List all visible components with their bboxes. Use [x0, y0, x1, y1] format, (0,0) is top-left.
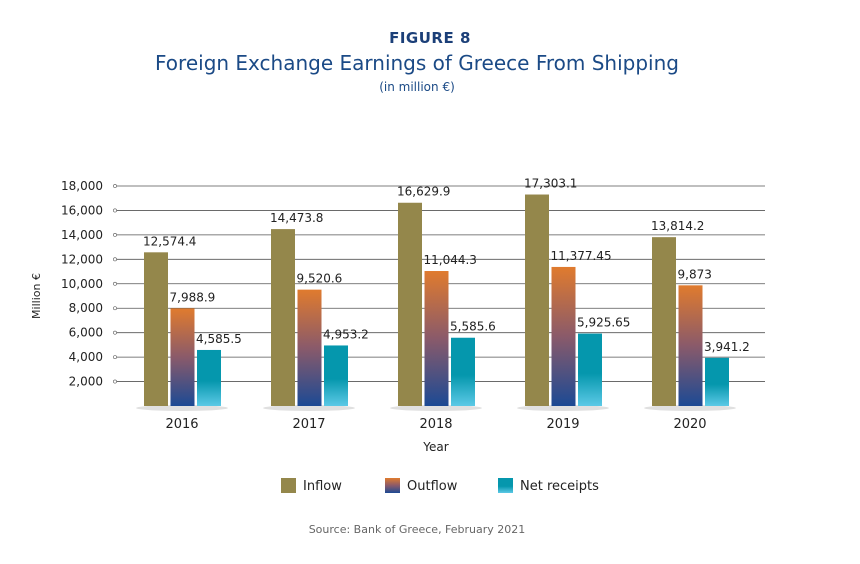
bar-inflow-2020	[652, 237, 676, 406]
bar-outflow-2019	[551, 266, 576, 406]
y-tick-label: 18,000	[61, 179, 103, 193]
bar-outflow-2016	[170, 308, 195, 406]
tick-marker	[113, 306, 117, 311]
data-label-inflow-2016: 12,574.4	[143, 234, 196, 248]
bar-shadow	[263, 405, 355, 411]
data-label-inflow-2018: 16,629.9	[397, 185, 450, 199]
bar-net-receipts-2016	[197, 349, 221, 406]
data-label-net-receipts-2016: 4,585.5	[196, 332, 242, 346]
bar-outflow-2018	[424, 271, 449, 406]
data-label-net-receipts-2019: 5,925.65	[577, 316, 630, 330]
data-label-outflow-2016: 7,988.9	[170, 290, 216, 304]
bar-shadow	[136, 405, 228, 411]
bar-net-receipts-2019	[578, 333, 602, 406]
data-label-outflow-2018: 11,044.3	[424, 253, 477, 267]
x-tick-label: 2020	[673, 417, 706, 432]
bar-inflow-2018	[398, 202, 422, 406]
data-label-outflow-2019: 11,377.45	[551, 249, 612, 263]
legend-label-net-receipts: Net receipts	[520, 479, 599, 494]
y-tick-label: 14,000	[61, 228, 103, 242]
tick-marker	[113, 355, 117, 360]
bar-inflow-2019	[525, 194, 549, 406]
data-label-net-receipts-2018: 5,585.6	[450, 320, 496, 334]
x-tick-label: 2019	[546, 417, 579, 432]
x-tick-label: 2018	[419, 417, 452, 432]
bar-inflow-2017	[271, 229, 295, 406]
tick-marker	[113, 281, 117, 286]
legend-swatch-net-receipts	[498, 478, 513, 493]
y-axis-label: Million €	[30, 273, 43, 319]
chart-title: Foreign Exchange Earnings of Greece From…	[155, 51, 679, 75]
tick-marker	[113, 208, 117, 213]
bar-outflow-2020	[678, 285, 703, 406]
data-label-inflow-2017: 14,473.8	[270, 211, 323, 225]
bar-net-receipts-2018	[451, 337, 475, 406]
legend-swatch-outflow	[385, 478, 400, 493]
y-tick-label: 4,000	[69, 350, 103, 364]
data-label-outflow-2020: 9,873	[678, 267, 712, 281]
data-label-outflow-2017: 9,520.6	[297, 272, 343, 286]
data-label-net-receipts-2020: 3,941.2	[704, 340, 750, 354]
x-tick-label: 2016	[165, 417, 198, 432]
y-tick-label: 10,000	[61, 277, 103, 291]
y-tick-label: 6,000	[69, 326, 103, 340]
chart-subtitle: (in million €)	[379, 80, 455, 94]
data-label-inflow-2019: 17,303.1	[524, 177, 577, 191]
tick-marker	[113, 184, 117, 188]
x-tick-label: 2017	[292, 417, 325, 432]
y-tick-label: 16,000	[61, 203, 103, 217]
bar-net-receipts-2020	[705, 357, 729, 406]
bar-net-receipts-2017	[324, 345, 348, 406]
bar-shadow	[390, 405, 482, 411]
data-label-net-receipts-2017: 4,953.2	[323, 327, 369, 341]
y-tick-label: 8,000	[69, 301, 103, 315]
legend-label-inflow: Inflow	[303, 479, 342, 494]
figure-label: FIGURE 8	[389, 29, 471, 47]
bar-shadow	[517, 405, 609, 411]
data-label-inflow-2020: 13,814.2	[651, 219, 704, 233]
tick-marker	[113, 232, 117, 237]
x-axis-label: Year	[422, 440, 448, 454]
bar-inflow-2016	[144, 252, 168, 406]
tick-marker	[113, 379, 117, 384]
tick-marker	[113, 330, 117, 335]
legend-label-outflow: Outflow	[407, 479, 458, 494]
y-tick-label: 12,000	[61, 252, 103, 266]
y-tick-label: 2,000	[69, 375, 103, 389]
tick-marker	[113, 257, 117, 262]
legend-swatch-inflow	[281, 478, 296, 493]
bar-outflow-2017	[297, 289, 322, 406]
bar-shadow	[644, 405, 736, 411]
source-note: Source: Bank of Greece, February 2021	[308, 523, 526, 536]
